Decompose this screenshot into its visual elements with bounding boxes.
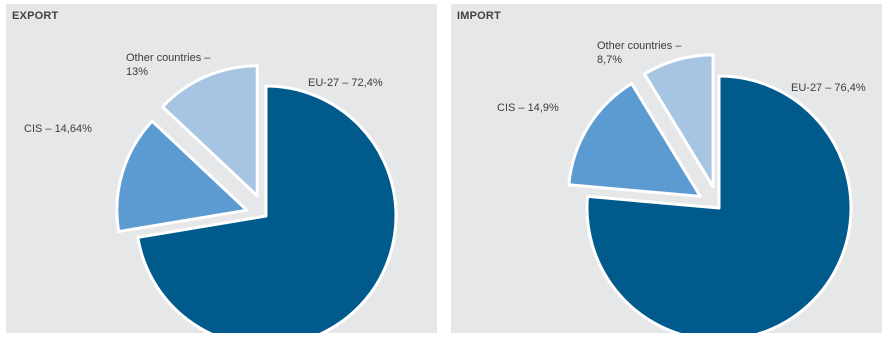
export-slice-eu-27 (136, 84, 398, 333)
import-slice-cis (567, 82, 702, 198)
export-pie-chart: EU-27 – 72,4% CIS – 14,64% Other countries… (24, 52, 398, 333)
import-label-cis: CIS – 14,9% (497, 102, 559, 114)
import-slice-eu-27 (585, 74, 853, 333)
import-chart-panel: IMPORT EU-27 – 76,4% CIS – 14,9% Other cou… (451, 4, 882, 333)
export-slice-other-countries (161, 64, 259, 198)
export-label-eu-27: EU-27 – 72,4% (308, 77, 383, 89)
export-label-other-countries: Other countries –13% (126, 52, 211, 78)
export-chart-panel: EXPORT EU-27 – 72,4% CIS – 14,64% Other co… (6, 4, 437, 333)
export-slice-cis (115, 119, 249, 234)
import-label-other-countries: Other countries –8,7% (597, 40, 682, 66)
import-chart-title: IMPORT (457, 10, 501, 22)
import-slice-other-countries (642, 53, 715, 189)
export-label-cis: CIS – 14,64% (24, 123, 92, 135)
import-pie-chart: EU-27 – 76,4% CIS – 14,9% Other countries … (497, 40, 866, 333)
import-label-eu-27: EU-27 – 76,4% (791, 82, 866, 94)
export-chart-title: EXPORT (12, 10, 59, 22)
